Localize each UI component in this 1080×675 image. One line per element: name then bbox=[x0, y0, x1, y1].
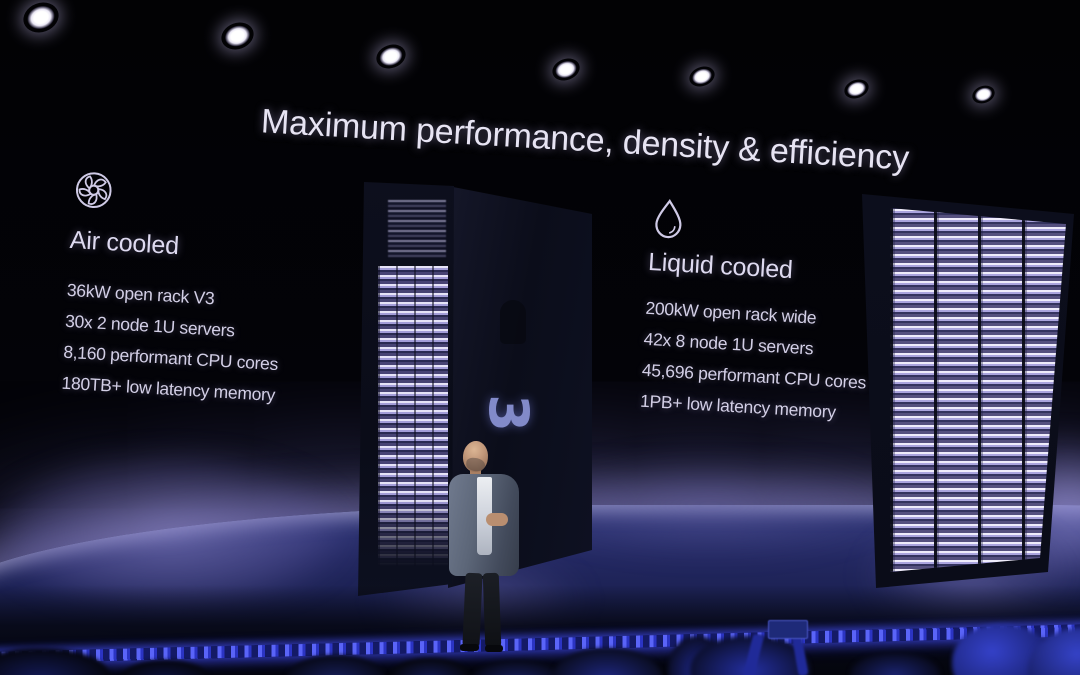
stage-light bbox=[217, 18, 258, 54]
rack-emblem bbox=[500, 300, 526, 344]
presenter bbox=[448, 439, 528, 653]
liquid-cooled-heading: Liquid cooled bbox=[647, 247, 794, 285]
liquid-cooled-column: Liquid cooled 200kW open rack wide 42x 8… bbox=[639, 196, 876, 430]
droplet-icon bbox=[655, 199, 682, 239]
stage-light bbox=[372, 40, 410, 73]
stage-light bbox=[549, 54, 583, 85]
rack-front-panel bbox=[358, 182, 454, 596]
air-cooled-heading: Air cooled bbox=[69, 225, 180, 261]
server-rack-liquid-cooled bbox=[856, 186, 1080, 590]
rack-label: 3 bbox=[477, 394, 540, 432]
presenter-head bbox=[461, 439, 490, 474]
rack-server-slots bbox=[378, 266, 448, 566]
rack-server-slots bbox=[890, 208, 1066, 572]
rack-server-slots-dim bbox=[388, 200, 446, 258]
stage-light bbox=[686, 63, 718, 90]
presenter-shoe bbox=[460, 644, 479, 651]
liquid-cooled-specs: 200kW open rack wide 42x 8 node 1U serve… bbox=[639, 293, 870, 430]
presenter-leg bbox=[462, 572, 483, 648]
stage-light bbox=[19, 0, 63, 38]
stage-light bbox=[969, 82, 998, 107]
presenter-neck bbox=[470, 469, 481, 477]
stage-light bbox=[841, 76, 872, 102]
air-cooled-specs: 36kW open rack V3 30x 2 node 1U servers … bbox=[61, 275, 283, 411]
presenter-shoe bbox=[485, 645, 503, 652]
slide-title: Maximum performance, density & efficienc… bbox=[260, 102, 910, 178]
presenter-shirt bbox=[477, 477, 492, 555]
presenter-hands bbox=[486, 513, 508, 526]
presenter-leg bbox=[482, 572, 502, 648]
air-cooled-column: Air cooled 36kW open rack V3 30x 2 node … bbox=[61, 168, 289, 411]
fan-icon bbox=[75, 172, 112, 208]
